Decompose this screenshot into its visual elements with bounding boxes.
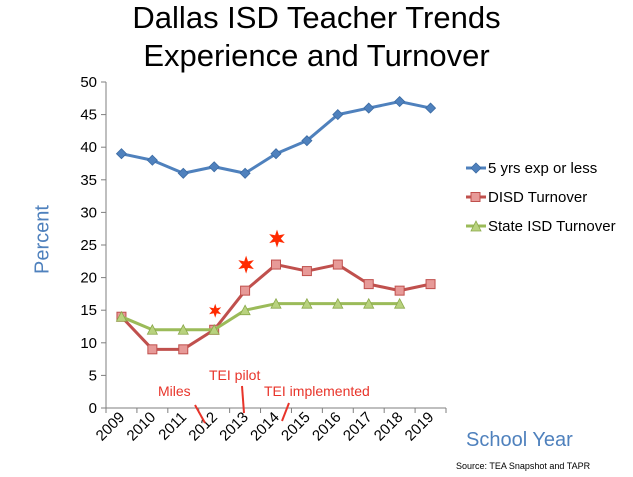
x-tick-label: 2015	[278, 409, 314, 445]
data-point	[270, 297, 282, 309]
y-axis-label: Percent	[31, 205, 54, 274]
data-point	[147, 344, 158, 355]
data-point	[394, 285, 405, 296]
data-point	[363, 297, 375, 309]
series-line-0	[121, 100, 431, 175]
data-point	[146, 154, 158, 166]
data-point	[301, 297, 313, 309]
y-tick-label: 20	[80, 270, 97, 287]
star-marker	[209, 303, 222, 318]
annotation-pointer	[194, 404, 206, 424]
x-tick-label: 2013	[216, 409, 252, 445]
star-marker	[238, 255, 254, 274]
y-tick-label: 0	[89, 400, 97, 417]
data-point	[146, 323, 159, 335]
legend-marker-triangle	[466, 220, 486, 232]
x-tick-label: 2018	[371, 409, 407, 445]
y-tick-label: 15	[80, 302, 97, 319]
x-axis-label: School Year	[466, 429, 573, 451]
y-tick-label: 45	[80, 107, 97, 124]
data-point	[177, 323, 189, 335]
x-tick-label: 2016	[309, 409, 345, 445]
legend-label: DISD Turnover	[488, 189, 588, 206]
data-point	[178, 344, 189, 355]
annotation-tei-pilot: TEI pilot	[209, 367, 261, 383]
x-tick-label: 2019	[402, 409, 438, 445]
star-marker	[269, 229, 285, 248]
data-point	[271, 259, 281, 270]
data-point	[208, 323, 220, 335]
x-tick-label: 2010	[124, 409, 160, 445]
data-point	[239, 167, 251, 179]
data-point	[332, 109, 344, 121]
annotation-pointer	[281, 402, 290, 422]
data-point	[240, 285, 251, 296]
data-point	[363, 102, 375, 114]
data-point	[177, 167, 189, 179]
x-tick-label: 2009	[93, 409, 129, 445]
y-tick-label: 5	[89, 367, 97, 384]
series-line-2	[120, 302, 400, 332]
data-point	[424, 102, 437, 114]
data-point	[363, 279, 374, 290]
y-tick-label: 40	[80, 139, 97, 156]
x-tick-label: 2011	[155, 409, 190, 444]
data-point	[239, 304, 251, 316]
annotation-miles: Miles	[158, 383, 191, 399]
data-point	[332, 297, 344, 309]
data-point	[301, 135, 313, 147]
y-tick-label: 10	[80, 335, 97, 352]
annotation-tei-implemented: TEI implemented	[264, 383, 370, 399]
x-tick-label: 2014	[247, 409, 283, 445]
y-tick-label: 25	[80, 237, 97, 254]
legend-label: State ISD Turnover	[488, 218, 616, 235]
data-point	[115, 148, 128, 160]
legend-label: 5 yrs exp or less	[488, 160, 598, 177]
legend-marker-diamond	[466, 162, 486, 174]
x-tick-label: 2017	[340, 409, 376, 445]
y-tick-label: 35	[80, 172, 97, 189]
data-point	[393, 297, 406, 309]
x-tick-label: 2012	[185, 409, 221, 445]
data-point	[425, 279, 436, 290]
source-note: Source: TEA Snapshot and TAPR	[456, 461, 591, 471]
data-point	[394, 95, 406, 108]
data-point	[270, 148, 282, 160]
chart-title: Dallas ISD Teacher Trends	[132, 0, 501, 35]
y-tick-label: 50	[80, 74, 97, 91]
annotation-pointer	[241, 385, 245, 414]
chart-subtitle: Experience and Turnover	[143, 38, 490, 73]
data-point	[115, 310, 128, 322]
data-point	[208, 161, 220, 173]
data-point	[301, 266, 312, 277]
y-tick-label: 30	[80, 204, 97, 221]
data-point	[332, 259, 343, 270]
legend-marker-square	[466, 192, 486, 202]
